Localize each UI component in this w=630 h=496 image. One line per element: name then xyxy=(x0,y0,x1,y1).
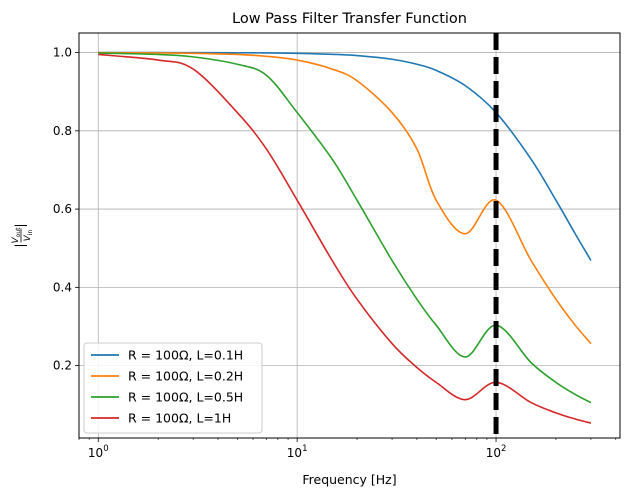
axis-ticks: 100 101 102 0.2 0.4 0.6 0.8 1.0 xyxy=(53,46,617,460)
y-label-denominator-sub: in xyxy=(27,229,34,235)
y-label-numerator-var: V xyxy=(11,237,21,244)
chart-title: Low Pass Filter Transfer Function xyxy=(232,11,467,27)
y-tick-label: 1.0 xyxy=(53,46,72,60)
y-axis-label: | Vout Vin | xyxy=(11,223,34,247)
y-label-denominator: Vin xyxy=(23,229,34,241)
x-tick-label: 101 xyxy=(287,444,308,460)
y-tick-label: 0.6 xyxy=(53,202,72,216)
legend-entry-3: R = 100Ω, L=0.5H xyxy=(128,390,243,405)
legend-box xyxy=(83,342,263,434)
x-axis-label: Frequency [Hz] xyxy=(302,472,396,487)
series-line-2 xyxy=(98,51,592,345)
y-tick-label: 0.8 xyxy=(53,124,72,138)
series-line-4 xyxy=(98,53,592,424)
x-tick-label: 100 xyxy=(88,444,109,460)
series-line-1 xyxy=(98,51,592,261)
legend: R = 100Ω, L=0.1H R = 100Ω, L=0.2H R = 100Ω… xyxy=(83,342,263,434)
series-line-3 xyxy=(98,52,592,404)
y-tick-label: 0.4 xyxy=(53,280,72,294)
y-label-bar-right: | xyxy=(12,223,27,227)
y-label-denominator-var: V xyxy=(23,234,33,241)
plot-area xyxy=(98,51,592,424)
legend-entry-4: R = 100Ω, L=1H xyxy=(128,411,231,426)
y-label-numerator: Vout xyxy=(11,227,22,244)
y-tick-label: 0.2 xyxy=(53,359,72,373)
y-label-numerator-sub: out xyxy=(15,227,22,237)
axes-frame xyxy=(78,32,621,439)
x-tick-label: 102 xyxy=(486,444,507,460)
legend-entry-1: R = 100Ω, L=0.1H xyxy=(128,348,243,363)
y-label-bar-left: | xyxy=(12,243,27,247)
legend-entry-2: R = 100Ω, L=0.2H xyxy=(128,369,243,384)
